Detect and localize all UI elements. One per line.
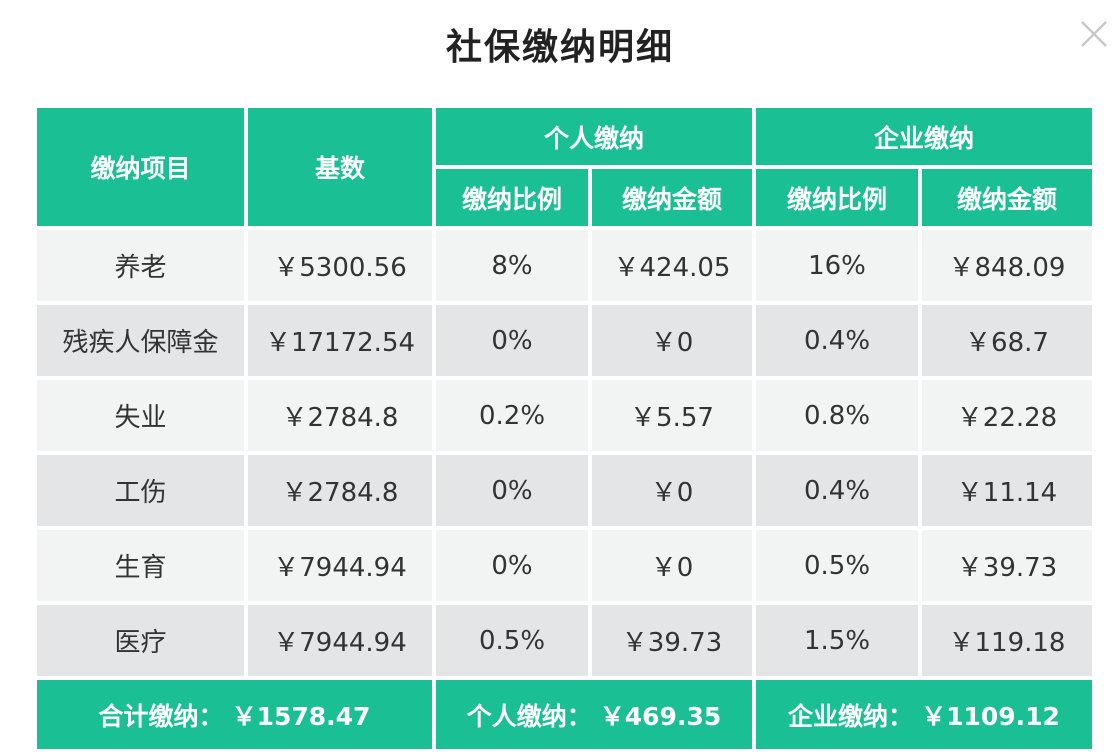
cell-base: ￥7944.94: [248, 530, 432, 601]
cell-company-rate: 0.5%: [756, 530, 918, 601]
cell-company-amount: ￥11.14: [922, 455, 1092, 526]
cell-personal-amount: ￥5.57: [592, 380, 752, 451]
cell-company-amount: ￥22.28: [922, 380, 1092, 451]
header-company-group: 企业缴纳: [756, 108, 1092, 165]
header-company-rate: 缴纳比例: [756, 169, 918, 226]
cell-personal-rate: 0.5%: [436, 605, 588, 676]
cell-item: 生育: [37, 530, 244, 601]
contribution-table: 缴纳项目 基数 个人缴纳 企业缴纳 缴纳比例 缴纳金额 缴纳比例 缴纳金额 养老…: [37, 108, 1092, 749]
cell-personal-amount: ￥0: [592, 530, 752, 601]
cell-item: 残疾人保障金: [37, 305, 244, 376]
cell-company-amount: ￥119.18: [922, 605, 1092, 676]
cell-personal-rate: 0%: [436, 530, 588, 601]
cell-base: ￥7944.94: [248, 605, 432, 676]
header-personal-group: 个人缴纳: [436, 108, 752, 165]
header-item: 缴纳项目: [37, 108, 244, 226]
cell-item: 工伤: [37, 455, 244, 526]
company-total-label: 企业缴纳：: [788, 701, 914, 731]
header-personal-rate: 缴纳比例: [436, 169, 588, 226]
personal-total-label: 个人缴纳：: [466, 701, 592, 731]
cell-company-rate: 0.8%: [756, 380, 918, 451]
header-base: 基数: [248, 108, 432, 226]
cell-item: 医疗: [37, 605, 244, 676]
cell-base: ￥5300.56: [248, 230, 432, 301]
cell-base: ￥2784.8: [248, 380, 432, 451]
cell-company-amount: ￥848.09: [922, 230, 1092, 301]
dialog-title: 社保缴纳明细: [445, 27, 674, 68]
cell-personal-amount: ￥0: [592, 305, 752, 376]
personal-total-value: ￥469.35: [599, 701, 722, 731]
close-icon: [1081, 21, 1107, 47]
cell-personal-amount: ￥0: [592, 455, 752, 526]
cell-company-amount: ￥39.73: [922, 530, 1092, 601]
cell-personal-amount: ￥39.73: [592, 605, 752, 676]
company-total-summary: 企业缴纳： ￥1109.12: [756, 680, 1092, 749]
cell-personal-rate: 0%: [436, 455, 588, 526]
close-button[interactable]: [1074, 14, 1114, 54]
cell-item: 养老: [37, 230, 244, 301]
cell-company-rate: 0.4%: [756, 455, 918, 526]
cell-personal-rate: 0%: [436, 305, 588, 376]
cell-item: 失业: [37, 380, 244, 451]
header-personal-amount: 缴纳金额: [592, 169, 752, 226]
cell-base: ￥17172.54: [248, 305, 432, 376]
personal-total-summary: 个人缴纳： ￥469.35: [436, 680, 752, 749]
cell-personal-amount: ￥424.05: [592, 230, 752, 301]
cell-personal-rate: 8%: [436, 230, 588, 301]
cell-company-rate: 1.5%: [756, 605, 918, 676]
total-summary: 合计缴纳： ￥1578.47: [37, 680, 432, 749]
cell-company-rate: 16%: [756, 230, 918, 301]
cell-personal-rate: 0.2%: [436, 380, 588, 451]
company-total-value: ￥1109.12: [921, 701, 1060, 731]
cell-company-amount: ￥68.7: [922, 305, 1092, 376]
header-company-amount: 缴纳金额: [922, 169, 1092, 226]
total-value: ￥1578.47: [231, 701, 371, 731]
cell-base: ￥2784.8: [248, 455, 432, 526]
cell-company-rate: 0.4%: [756, 305, 918, 376]
total-label: 合计缴纳：: [98, 701, 224, 731]
